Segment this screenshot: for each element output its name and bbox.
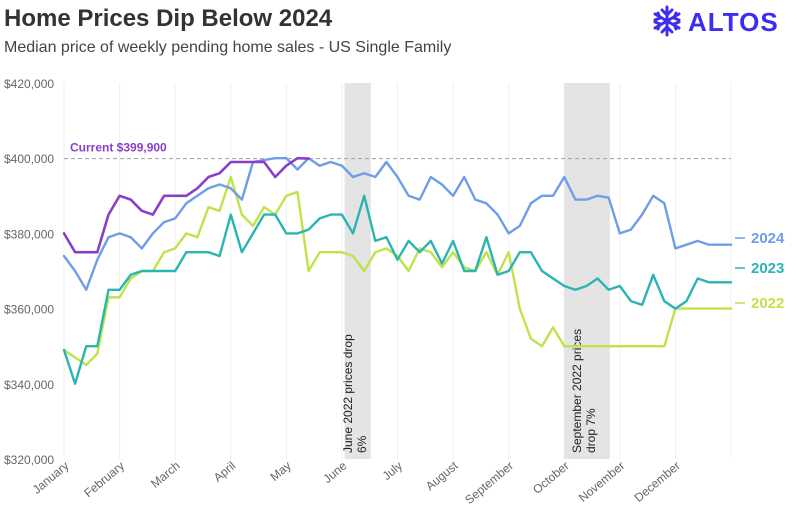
shaded-region-label: September 2022 pricesdrop 7%	[570, 329, 598, 453]
shaded-region	[564, 83, 610, 459]
y-tick-label: $400,000	[4, 152, 54, 166]
end-label-2023: 2023	[751, 260, 784, 277]
x-tick-label: October	[530, 459, 572, 497]
x-tick-label: December	[631, 459, 682, 505]
reference-line-layer: Current $399,900	[64, 141, 731, 160]
x-tick-label: November	[576, 459, 627, 505]
y-tick-label: $340,000	[4, 378, 54, 392]
series-layer	[62, 156, 733, 385]
brand-name: ALTOS	[688, 7, 779, 37]
series-line-current	[62, 156, 310, 254]
x-tick-label: May	[267, 459, 293, 484]
shaded-regions: June 2022 prices drop6% September 2022 pr…	[341, 83, 610, 459]
end-label-2024: 2024	[751, 230, 785, 247]
x-tick-label: April	[211, 459, 238, 485]
x-tick-label: August	[423, 458, 461, 493]
snowflake-logo-icon	[653, 5, 681, 37]
series-line-2023	[62, 194, 733, 385]
brand-logo: ALTOS	[653, 5, 779, 37]
x-tick-label: February	[81, 459, 127, 501]
chart-subtitle: Median price of weekly pending home sale…	[4, 39, 451, 56]
x-tick-label: July	[380, 459, 405, 483]
y-tick-label: $320,000	[4, 453, 54, 467]
end-label-2022: 2022	[751, 295, 784, 312]
x-tick-label: March	[148, 459, 183, 491]
y-tick-label: $380,000	[4, 227, 54, 241]
shaded-region-label: June 2022 prices drop6%	[341, 334, 369, 453]
y-tick-label: $360,000	[4, 303, 54, 317]
reference-line-label: Current $399,900	[70, 141, 167, 155]
series-line-2022	[62, 175, 733, 367]
x-tick-label: September	[462, 459, 516, 507]
y-tick-label: $420,000	[4, 77, 54, 91]
x-axis: January February March April May June July Augu…	[30, 458, 683, 507]
series-line-2024	[62, 156, 733, 291]
x-tick-label: June	[320, 458, 349, 486]
y-axis: $320,000 $340,000 $360,000 $380,000 $400,000…	[4, 77, 54, 467]
shaded-region	[344, 83, 371, 459]
series-end-labels: 2024 2023 2022	[735, 230, 785, 312]
chart-title: Home Prices Dip Below 2024	[4, 5, 333, 32]
